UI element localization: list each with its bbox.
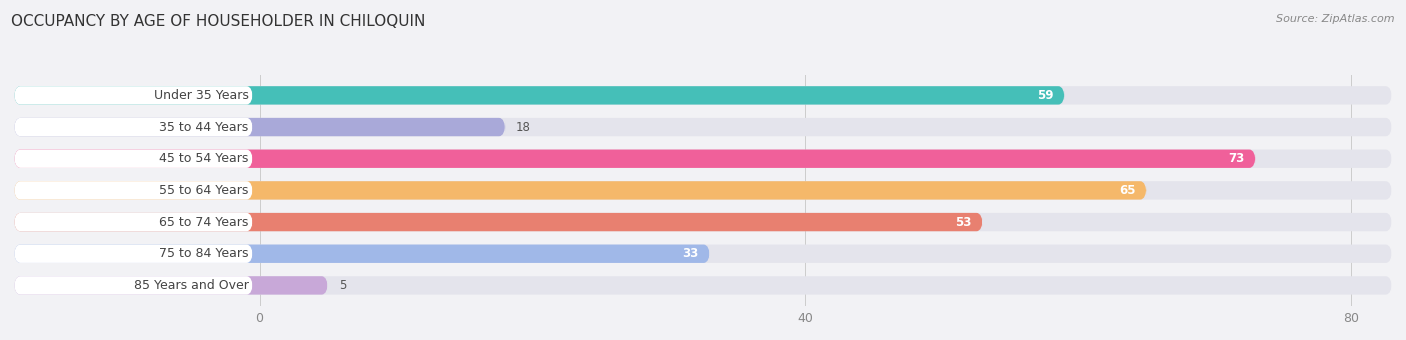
FancyBboxPatch shape (14, 213, 1392, 231)
Text: 55 to 64 Years: 55 to 64 Years (159, 184, 249, 197)
FancyBboxPatch shape (14, 150, 1256, 168)
FancyBboxPatch shape (14, 213, 983, 231)
FancyBboxPatch shape (14, 118, 505, 136)
Text: 65: 65 (1119, 184, 1136, 197)
Text: 33: 33 (683, 247, 699, 260)
FancyBboxPatch shape (14, 150, 253, 168)
FancyBboxPatch shape (14, 86, 1064, 105)
Text: 45 to 54 Years: 45 to 54 Years (159, 152, 249, 165)
FancyBboxPatch shape (14, 181, 1392, 200)
Text: 73: 73 (1229, 152, 1244, 165)
FancyBboxPatch shape (14, 181, 1146, 200)
FancyBboxPatch shape (14, 276, 1392, 294)
Text: 35 to 44 Years: 35 to 44 Years (159, 121, 249, 134)
FancyBboxPatch shape (14, 86, 253, 105)
Text: 75 to 84 Years: 75 to 84 Years (159, 247, 249, 260)
FancyBboxPatch shape (14, 181, 253, 200)
Text: 85 Years and Over: 85 Years and Over (134, 279, 249, 292)
Text: 5: 5 (339, 279, 346, 292)
FancyBboxPatch shape (14, 276, 253, 294)
Text: 53: 53 (956, 216, 972, 228)
Text: 65 to 74 Years: 65 to 74 Years (159, 216, 249, 228)
FancyBboxPatch shape (14, 276, 328, 294)
FancyBboxPatch shape (14, 244, 1392, 263)
FancyBboxPatch shape (14, 244, 710, 263)
Text: Source: ZipAtlas.com: Source: ZipAtlas.com (1277, 14, 1395, 23)
Text: Under 35 Years: Under 35 Years (153, 89, 249, 102)
FancyBboxPatch shape (14, 213, 253, 231)
FancyBboxPatch shape (14, 150, 1392, 168)
Text: 18: 18 (516, 121, 531, 134)
Text: 59: 59 (1038, 89, 1053, 102)
FancyBboxPatch shape (14, 244, 253, 263)
FancyBboxPatch shape (14, 86, 1392, 105)
FancyBboxPatch shape (14, 118, 253, 136)
FancyBboxPatch shape (14, 118, 1392, 136)
Text: OCCUPANCY BY AGE OF HOUSEHOLDER IN CHILOQUIN: OCCUPANCY BY AGE OF HOUSEHOLDER IN CHILO… (11, 14, 426, 29)
